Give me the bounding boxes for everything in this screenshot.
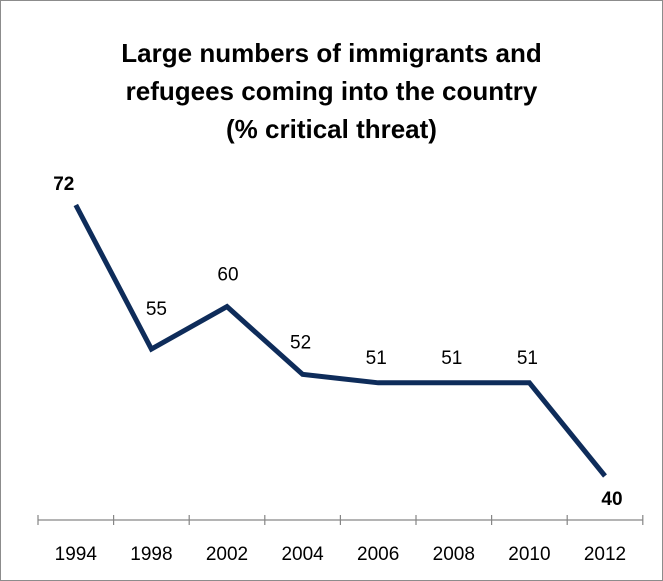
data-label: 51 <box>441 348 462 369</box>
x-tick-label: 2002 <box>206 544 248 565</box>
x-tick-label: 2006 <box>357 544 399 565</box>
series-line <box>73 203 607 478</box>
x-tick-label: 2012 <box>584 544 626 565</box>
data-label: 40 <box>601 489 622 510</box>
series-layer <box>73 203 607 478</box>
data-labels: 72 55 60 52 51 51 51 40 <box>53 174 622 510</box>
x-tick-label: 2010 <box>508 544 550 565</box>
data-label: 60 <box>217 265 238 286</box>
data-label: 55 <box>146 299 167 320</box>
x-tick-label: 1994 <box>55 544 98 565</box>
x-tick-label: 1998 <box>130 544 172 565</box>
x-tick-labels: 1994 1998 2002 2004 2006 2008 2010 2012 <box>55 544 626 565</box>
chart-title-line-1: Large numbers of immigrants and <box>121 38 542 68</box>
data-label: 72 <box>53 174 74 195</box>
x-tick-label: 2008 <box>433 544 475 565</box>
chart-title: Large numbers of immigrants and refugees… <box>0 34 663 148</box>
data-label: 51 <box>366 348 387 369</box>
x-axis <box>37 515 644 525</box>
chart-title-line-2: refugees coming into the country <box>125 76 538 106</box>
data-label: 52 <box>290 332 311 353</box>
data-label: 51 <box>517 348 538 369</box>
chart-title-line-3: (% critical threat) <box>226 114 437 144</box>
x-tick-label: 2004 <box>281 544 324 565</box>
